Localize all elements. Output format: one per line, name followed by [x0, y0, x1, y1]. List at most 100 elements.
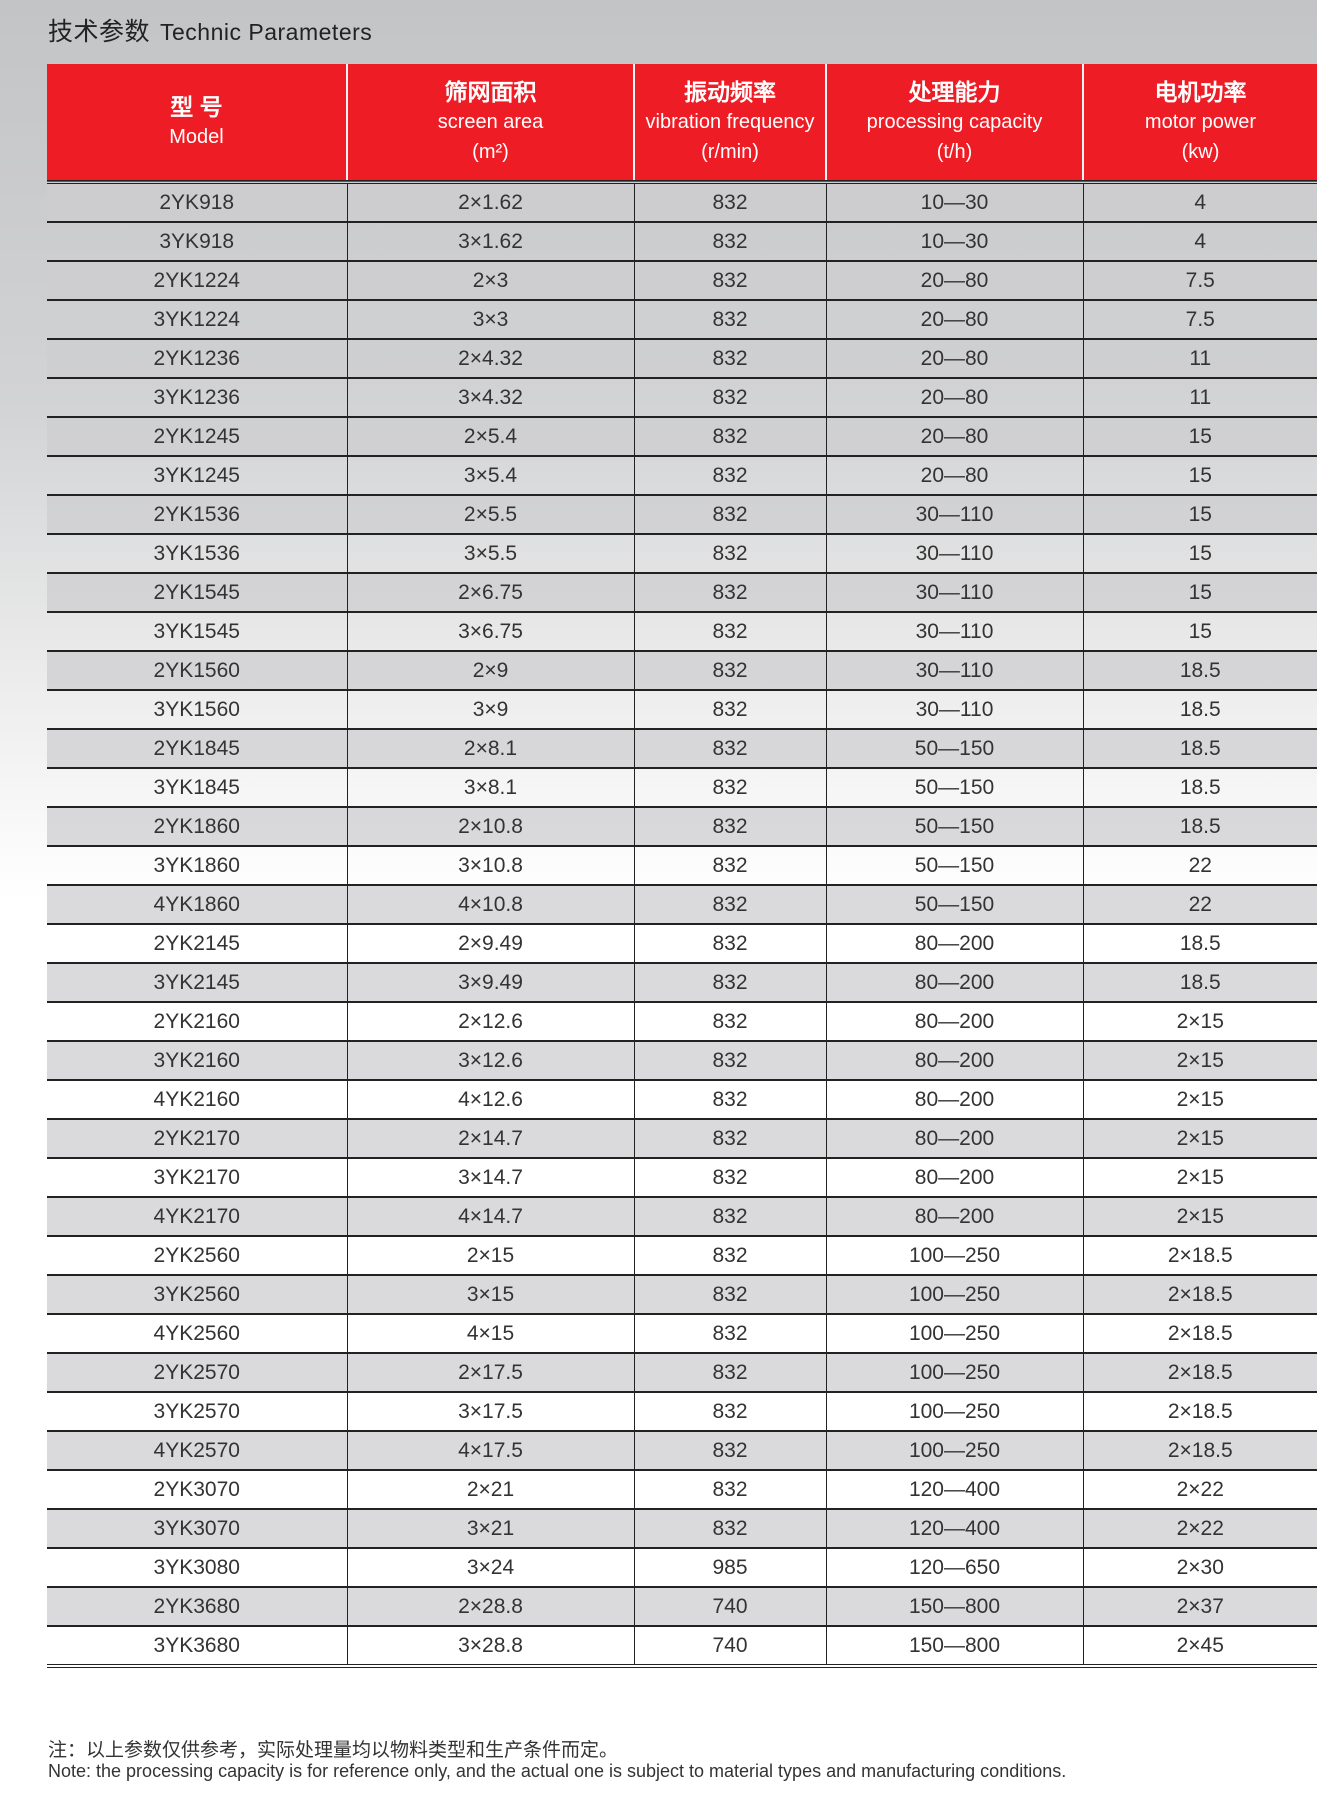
table-header-row: 型 号 Model 筛网面积 screen area (m²) 振动频率 vibration…	[47, 64, 1317, 182]
table-cell: 3YK3680	[47, 1625, 347, 1668]
table-cell: 4YK2570	[47, 1430, 347, 1470]
table-cell: 2×15	[1082, 1001, 1317, 1041]
table-cell: 832	[633, 728, 826, 768]
table-cell: 50—150	[825, 728, 1083, 768]
table-row: 3YK3080 3×24 985 120—650 2×30	[47, 1547, 1317, 1587]
table-row: 4YK2160 4×12.6 832 80—200 2×15	[47, 1079, 1317, 1119]
table-cell: 832	[633, 299, 826, 339]
table-row: 3YK3680 3×28.8 740 150—800 2×45	[47, 1625, 1317, 1668]
table-cell: 832	[633, 377, 826, 417]
table-cell: 4YK1860	[47, 884, 347, 924]
table-row: 3YK2160 3×12.6 832 80—200 2×15	[47, 1040, 1317, 1080]
table-row: 3YK1560 3×9 832 30—110 18.5	[47, 689, 1317, 729]
table-cell: 30—110	[825, 650, 1083, 690]
column-header: 筛网面积 screen area (m²)	[346, 64, 634, 182]
table-cell: 20—80	[825, 260, 1083, 300]
table-cell: 832	[633, 416, 826, 456]
table-cell: 22	[1082, 845, 1317, 885]
table-cell: 2×18.5	[1082, 1391, 1317, 1431]
table-row: 3YK1245 3×5.4 832 20—80 15	[47, 455, 1317, 495]
table-cell: 2×12.6	[346, 1001, 634, 1041]
table-cell: 3YK1545	[47, 611, 347, 651]
table-row: 2YK1560 2×9 832 30—110 18.5	[47, 650, 1317, 690]
table-row: 2YK2145 2×9.49 832 80—200 18.5	[47, 923, 1317, 963]
column-header: 振动频率 vibration frequency (r/min)	[633, 64, 826, 182]
table-row: 2YK3680 2×28.8 740 150—800 2×37	[47, 1586, 1317, 1626]
table-cell: 18.5	[1082, 689, 1317, 729]
table-cell: 2×37	[1082, 1586, 1317, 1626]
table-cell: 832	[633, 260, 826, 300]
table-cell: 15	[1082, 611, 1317, 651]
table-cell: 30—110	[825, 572, 1083, 612]
table-cell: 4×14.7	[346, 1196, 634, 1236]
table-cell: 2×18.5	[1082, 1235, 1317, 1275]
column-header-unit: (t/h)	[936, 141, 973, 163]
table-cell: 2YK1845	[47, 728, 347, 768]
table-cell: 2YK3070	[47, 1469, 347, 1509]
table-cell: 20—80	[825, 455, 1083, 495]
table-cell: 2×15	[1082, 1118, 1317, 1158]
title-cn: 技术参数	[48, 18, 151, 46]
table-cell: 3YK918	[47, 221, 347, 261]
table-cell: 2YK1224	[47, 260, 347, 300]
table-cell: 3×6.75	[346, 611, 634, 651]
table-row: 3YK1224 3×3 832 20—80 7.5	[47, 299, 1317, 339]
table-cell: 4YK2170	[47, 1196, 347, 1236]
table-cell: 3YK1845	[47, 767, 347, 807]
table-cell: 3×5.5	[346, 533, 634, 573]
table-cell: 18.5	[1082, 767, 1317, 807]
table-body: 2YK918 2×1.62 832 10—30 4 3YK918 3×1.62 832 10—3…	[47, 181, 1317, 1668]
table-row: 2YK1860 2×10.8 832 50—150 18.5	[47, 806, 1317, 846]
table-cell: 832	[633, 1157, 826, 1197]
table-cell: 30—110	[825, 533, 1083, 573]
column-header: 电机功率 motor power (kw)	[1082, 64, 1317, 182]
table-cell: 120—650	[825, 1547, 1083, 1587]
table-cell: 20—80	[825, 416, 1083, 456]
table-cell: 20—80	[825, 377, 1083, 417]
table-cell: 2YK2160	[47, 1001, 347, 1041]
table-cell: 30—110	[825, 689, 1083, 729]
table-row: 3YK2570 3×17.5 832 100—250 2×18.5	[47, 1391, 1317, 1431]
table-cell: 740	[633, 1625, 826, 1668]
table-row: 3YK918 3×1.62 832 10—30 4	[47, 221, 1317, 261]
table-cell: 100—250	[825, 1391, 1083, 1431]
table-row: 3YK1236 3×4.32 832 20—80 11	[47, 377, 1317, 417]
table-cell: 2YK3680	[47, 1586, 347, 1626]
table-cell: 832	[633, 1196, 826, 1236]
table-cell: 100—250	[825, 1274, 1083, 1314]
table-cell: 120—400	[825, 1469, 1083, 1509]
column-header-en: Model	[169, 126, 224, 148]
table-cell: 2×5.4	[346, 416, 634, 456]
table-cell: 832	[633, 884, 826, 924]
table-cell: 3×21	[346, 1508, 634, 1548]
table-cell: 740	[633, 1586, 826, 1626]
column-header-unit: (kw)	[1181, 141, 1220, 163]
table-cell: 3YK2560	[47, 1274, 347, 1314]
table-row: 2YK2170 2×14.7 832 80—200 2×15	[47, 1118, 1317, 1158]
table-cell: 3×10.8	[346, 845, 634, 885]
table-cell: 2YK2560	[47, 1235, 347, 1275]
table-cell: 985	[633, 1547, 826, 1587]
table-row: 2YK2570 2×17.5 832 100—250 2×18.5	[47, 1352, 1317, 1392]
table-cell: 15	[1082, 533, 1317, 573]
title-en: Technic Parameters	[160, 19, 373, 45]
table-cell: 15	[1082, 494, 1317, 534]
table-cell: 2×18.5	[1082, 1274, 1317, 1314]
table-cell: 3×17.5	[346, 1391, 634, 1431]
table-cell: 10—30	[825, 181, 1083, 222]
table-cell: 832	[633, 494, 826, 534]
table-cell: 3YK1536	[47, 533, 347, 573]
table-cell: 11	[1082, 338, 1317, 378]
table-cell: 4	[1082, 221, 1317, 261]
table-cell: 20—80	[825, 338, 1083, 378]
table-cell: 2×6.75	[346, 572, 634, 612]
table-cell: 832	[633, 923, 826, 963]
table-cell: 3×28.8	[346, 1625, 634, 1668]
table-cell: 2×10.8	[346, 806, 634, 846]
table-cell: 832	[633, 455, 826, 495]
table-cell: 150—800	[825, 1625, 1083, 1668]
table-cell: 832	[633, 338, 826, 378]
table-cell: 3YK2570	[47, 1391, 347, 1431]
table-cell: 20—80	[825, 299, 1083, 339]
column-header-unit: (r/min)	[701, 141, 759, 163]
